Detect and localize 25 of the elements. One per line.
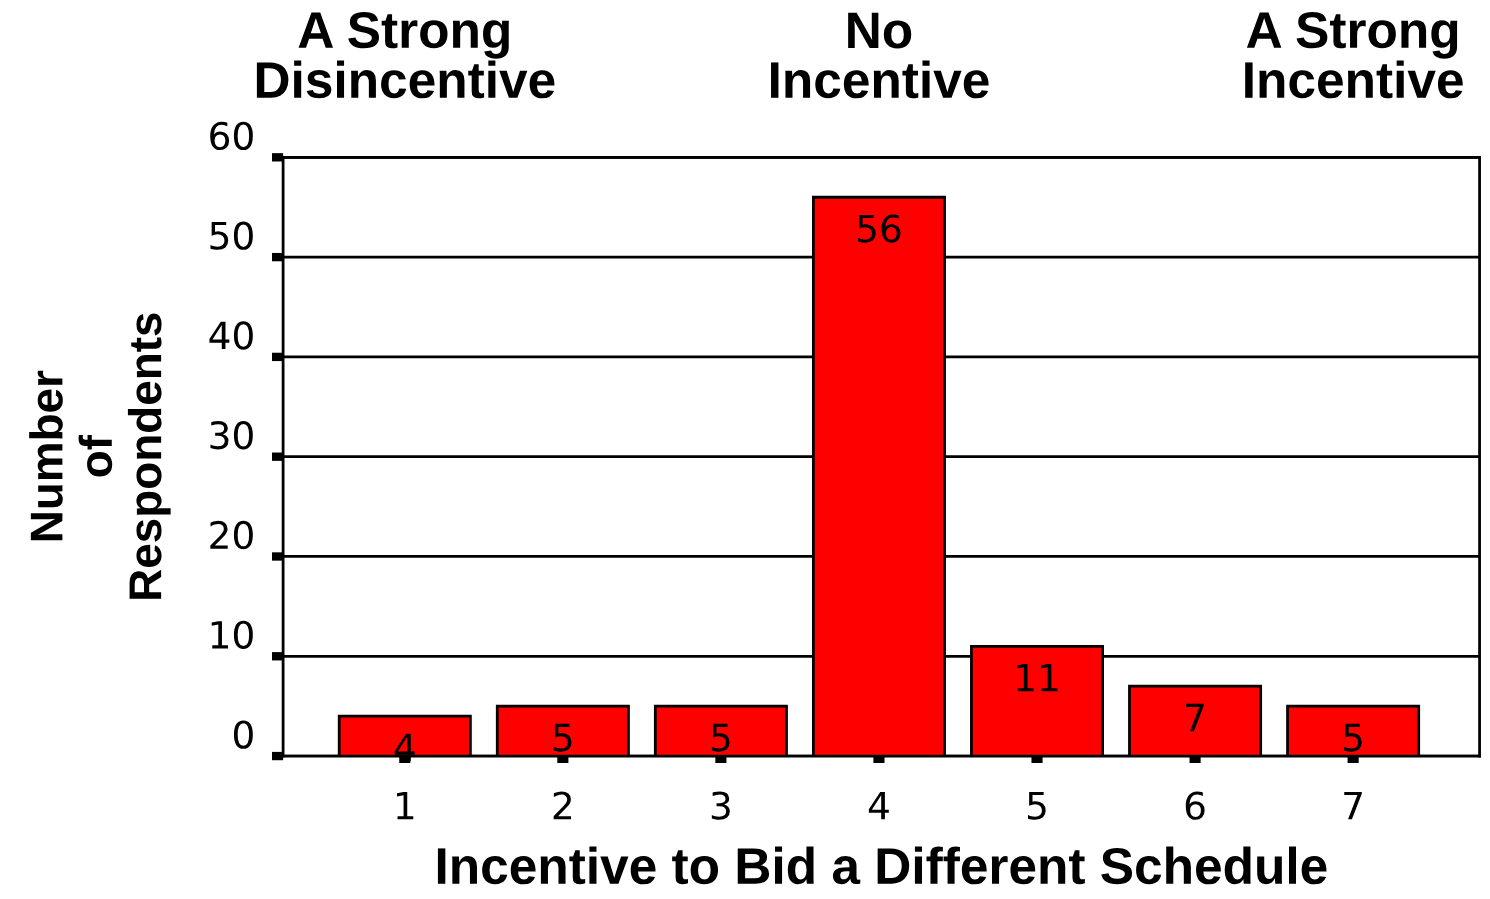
y-tick-label: 60 bbox=[210, 121, 253, 151]
x-tick-label: 4 bbox=[868, 791, 889, 820]
x-tick-label: 1 bbox=[396, 791, 414, 820]
data-label: 5 bbox=[553, 723, 572, 752]
y-tick-label: 10 bbox=[211, 620, 253, 649]
data-label: 11 bbox=[1017, 663, 1058, 692]
x-tick-label: 7 bbox=[1344, 791, 1362, 820]
data-label: 5 bbox=[1344, 723, 1362, 752]
data-label: 5 bbox=[711, 723, 730, 752]
y-axis-title: Number of Respondents bbox=[29, 313, 171, 599]
x-tick-label: 5 bbox=[1027, 791, 1046, 820]
y-tick-label: 0 bbox=[233, 720, 253, 749]
y-tick-label: 20 bbox=[210, 520, 253, 550]
x-tick-label: 6 bbox=[1185, 791, 1205, 820]
data-label: 7 bbox=[1186, 703, 1204, 732]
data-label: 56 bbox=[858, 214, 901, 243]
y-tick-label: 40 bbox=[209, 321, 253, 350]
text: A Strong Disincentive bbox=[256, 11, 555, 99]
x-axis-title: Incentive to Bid a Different Schedule bbox=[437, 846, 1327, 885]
text: A Strong Incentive bbox=[1245, 11, 1463, 99]
x-tick-label: 2 bbox=[553, 791, 572, 820]
y-tick-label: 30 bbox=[210, 421, 253, 450]
x-tick-label: 3 bbox=[711, 791, 730, 820]
y-tick-label: 50 bbox=[210, 221, 253, 250]
text: No Incentive bbox=[771, 12, 989, 99]
